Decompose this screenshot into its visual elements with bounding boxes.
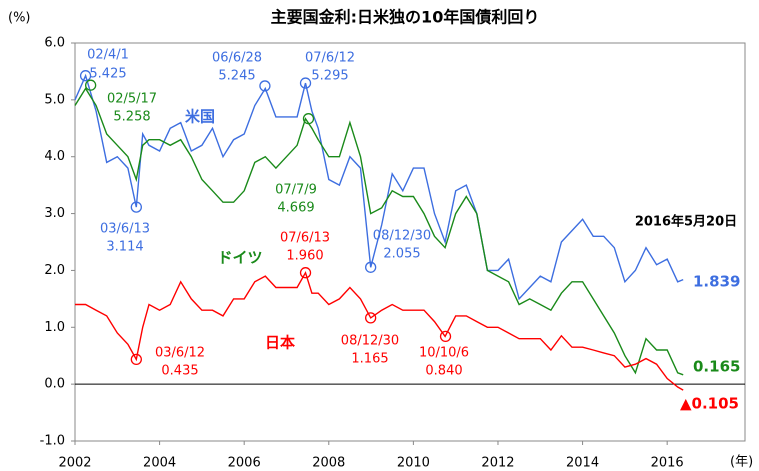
x-axis-label: (年)	[730, 455, 753, 470]
annotation-date: 07/6/13	[280, 231, 330, 246]
plot-frame	[74, 42, 746, 442]
annotation-date: 08/12/30	[341, 334, 399, 349]
series-line	[74, 87, 684, 376]
x-tick-label: 2004	[143, 456, 176, 471]
annotation-marker	[302, 113, 315, 125]
annotation-value: 5.245	[218, 69, 255, 84]
annotation-date: 03/6/12	[155, 346, 205, 361]
annotation-marker	[299, 267, 312, 279]
annotation-value: 2.055	[383, 247, 420, 262]
annotation-value: 1.165	[351, 352, 388, 367]
annotation-value: 0.840	[425, 364, 462, 379]
y-tick-label: 2.0	[44, 263, 65, 278]
series-line	[74, 73, 684, 301]
chart-title: 主要国金利:日米独の10年国債利回り	[271, 8, 540, 27]
series-label: 米国	[185, 108, 215, 126]
y-tick-label: 0.0	[44, 377, 65, 392]
end-value-label: 1.839	[693, 273, 740, 291]
annotation-value: 5.425	[89, 67, 126, 82]
y-tick-label: 6.0	[44, 36, 65, 51]
y-tick-label: 4.0	[44, 149, 65, 164]
annotation-value: 3.114	[106, 240, 143, 255]
y-tick-label: -1.0	[40, 434, 65, 449]
series-label: ドイツ	[217, 249, 262, 267]
y-tick-label: 1.0	[44, 320, 65, 335]
annotation-marker	[130, 201, 142, 213]
annotation-value: 5.295	[311, 69, 348, 84]
x-tick-label: 2014	[566, 456, 599, 471]
annotation-date: 07/6/12	[305, 51, 355, 66]
annotation-date: 07/7/9	[275, 183, 317, 198]
series-label: 日本	[265, 334, 295, 352]
annotation-marker	[299, 77, 312, 89]
x-tick-label: 2002	[58, 456, 91, 471]
end-value-label: 0.165	[693, 358, 740, 376]
annotation-value: 0.435	[161, 364, 198, 379]
series-line	[75, 270, 684, 391]
annotation-marker	[79, 70, 92, 82]
annotation-value: 4.669	[277, 201, 314, 216]
annotation-value: 5.258	[113, 110, 150, 125]
date-note: 2016年5月20日	[635, 214, 737, 230]
end-value-label: ▲0.105	[680, 395, 739, 413]
annotation-marker	[259, 80, 271, 92]
annotation-marker	[365, 312, 377, 324]
x-tick-label: 2016	[651, 456, 684, 471]
annotation-date: 02/5/17	[107, 92, 157, 107]
annotation-date: 03/6/13	[100, 222, 150, 237]
annotation-date: 10/10/6	[419, 346, 469, 361]
y-tick-label: 3.0	[44, 206, 65, 221]
annotation-date: 02/4/1	[87, 48, 129, 63]
y-tick-label: 5.0	[44, 92, 65, 107]
annotation-date: 08/12/30	[373, 229, 431, 244]
annotation-marker	[85, 79, 97, 91]
x-tick-label: 2012	[481, 456, 514, 471]
annotation-date: 06/6/28	[212, 51, 262, 66]
x-tick-label: 2008	[312, 456, 345, 471]
x-tick-label: 2006	[228, 456, 261, 471]
annotation-marker	[365, 261, 377, 273]
x-tick-label: 2010	[397, 456, 430, 471]
annotation-value: 1.960	[286, 249, 323, 264]
annotation-marker	[130, 353, 142, 366]
annotation-marker	[439, 330, 452, 343]
y-axis-label: (%)	[8, 11, 31, 26]
